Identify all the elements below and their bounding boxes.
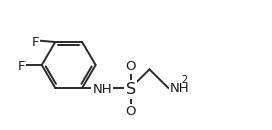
Text: O: O xyxy=(125,60,136,73)
Text: O: O xyxy=(125,105,136,118)
Text: F: F xyxy=(18,60,26,73)
Text: F: F xyxy=(32,36,39,49)
Text: NH: NH xyxy=(92,83,112,96)
Text: NH: NH xyxy=(170,82,189,95)
Text: S: S xyxy=(126,82,136,97)
Text: 2: 2 xyxy=(181,75,187,85)
